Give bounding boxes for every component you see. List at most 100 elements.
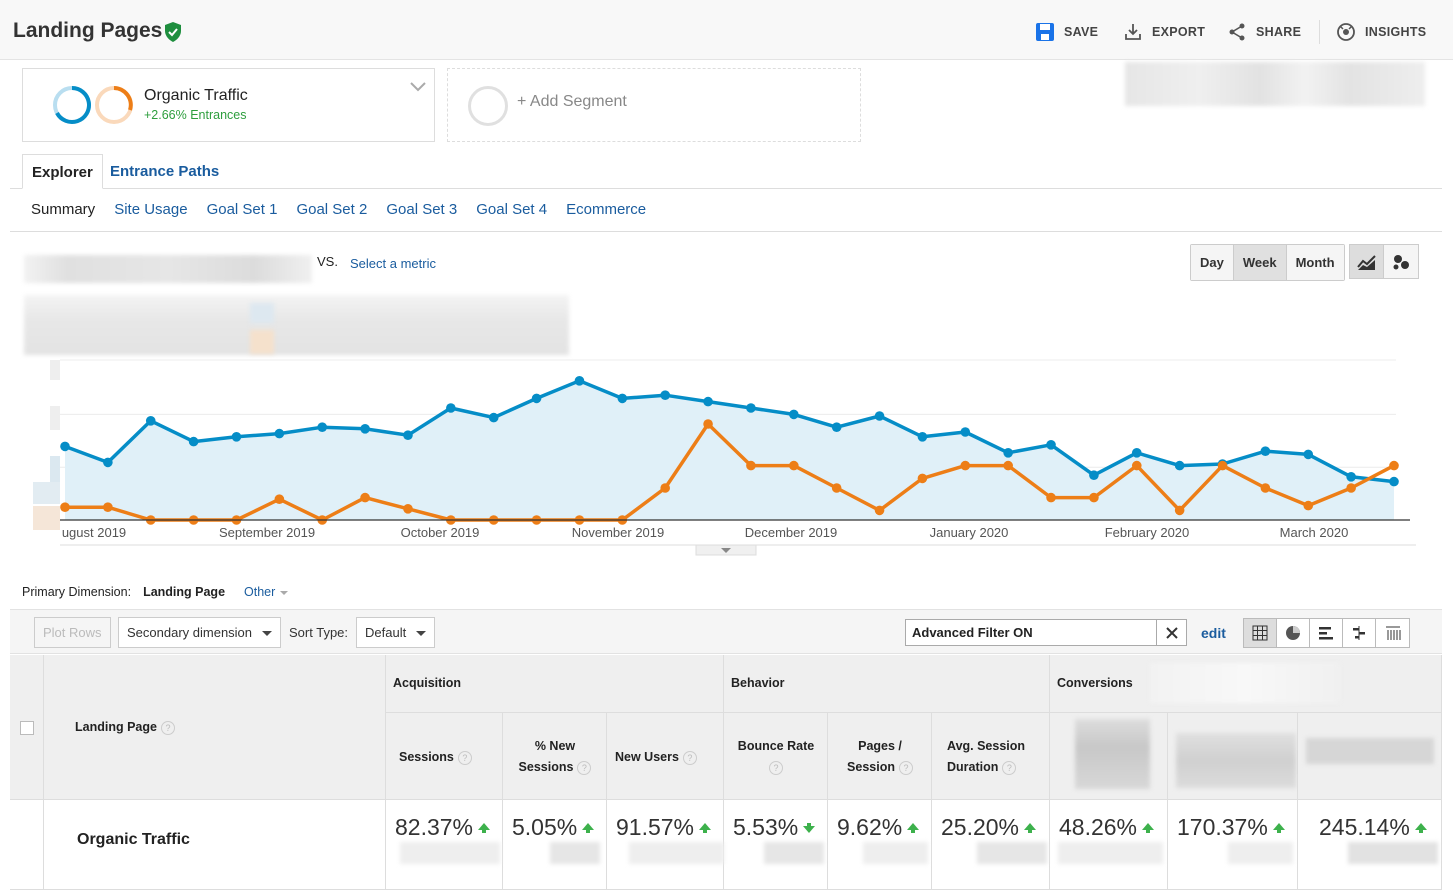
- edit-filter-link[interactable]: edit: [1201, 625, 1226, 641]
- redacted-new-sessions-sub: [550, 842, 600, 864]
- insights-button[interactable]: INSIGHTS: [1336, 21, 1426, 43]
- bounce-rate-header[interactable]: Bounce Rate?: [724, 713, 828, 800]
- primary-dimension-value[interactable]: Landing Page: [143, 585, 226, 599]
- plot-rows-button[interactable]: Plot Rows: [34, 617, 111, 648]
- period-week-button[interactable]: Week: [1233, 245, 1287, 280]
- pages-session-value-text: 9.62%: [837, 814, 903, 840]
- tab-entrance-paths[interactable]: Entrance Paths: [110, 163, 220, 180]
- series-1-point-31: [1389, 476, 1399, 487]
- select-metric-link[interactable]: Select a metric: [350, 256, 436, 271]
- secondary-dimension-dropdown[interactable]: Secondary dimension: [118, 617, 282, 648]
- line-chart-button[interactable]: [1350, 245, 1384, 278]
- save-button[interactable]: SAVE: [1035, 21, 1098, 43]
- behavior-group-header: Behavior: [724, 655, 1050, 713]
- subtab-goal-set-2[interactable]: Goal Set 2: [296, 201, 368, 218]
- x-tick-label-0: ugust 2019: [62, 525, 126, 540]
- new-sessions-value-text: 5.05%: [512, 814, 578, 840]
- subtab-summary[interactable]: Summary: [31, 201, 96, 218]
- help-icon[interactable]: ?: [769, 760, 783, 775]
- vs-label: VS.: [317, 254, 338, 269]
- share-icon: [1229, 23, 1245, 41]
- series-2-point-8: [403, 504, 413, 514]
- help-icon[interactable]: ?: [160, 720, 175, 735]
- segment-ring-blue-icon: [53, 86, 91, 124]
- series-1-point-29: [1303, 449, 1314, 460]
- help-icon[interactable]: ?: [682, 750, 697, 765]
- goal-metric-header-2[interactable]: [1168, 713, 1298, 800]
- table-view-toggle: [1243, 618, 1410, 648]
- new-sessions-header[interactable]: % New Sessions?: [503, 713, 607, 800]
- new-users-value: 91.57%: [616, 814, 712, 841]
- download-icon: [1125, 24, 1141, 40]
- series-1-point-12: [574, 376, 585, 386]
- subtab-goal-set-1[interactable]: Goal Set 1: [206, 201, 278, 218]
- landing-page-header-text: Landing Page: [75, 720, 157, 734]
- pages-session-cell: 9.62%: [828, 800, 932, 890]
- avg-duration-cell: 25.20%: [932, 800, 1050, 890]
- segment-organic-traffic[interactable]: Organic Traffic +2.66% Entrances: [22, 68, 435, 142]
- goal-metric-header-1[interactable]: [1050, 713, 1168, 800]
- series-1-point-13: [617, 393, 628, 404]
- series-1-point-22: [1003, 448, 1013, 458]
- x-tick-label-5: January 2020: [930, 525, 1009, 540]
- save-icon: [1036, 23, 1054, 41]
- other-label: Other: [244, 585, 276, 599]
- x-tick-label-6: February 2020: [1105, 525, 1190, 540]
- subtab-goal-set-3[interactable]: Goal Set 3: [386, 201, 458, 218]
- series-1-point-14: [660, 390, 670, 400]
- chevron-down-icon[interactable]: [410, 81, 426, 93]
- advanced-filter-input[interactable]: Advanced Filter ON: [905, 619, 1187, 646]
- clear-filter-button[interactable]: [1156, 620, 1186, 645]
- select-all-checkbox[interactable]: [20, 721, 34, 735]
- series-1-point-8: [403, 430, 413, 440]
- view-comparison-button[interactable]: [1343, 619, 1376, 647]
- series-1-line: [64, 379, 1395, 484]
- export-button[interactable]: EXPORT: [1123, 21, 1205, 43]
- series-1-point-18: [831, 422, 842, 432]
- tab-explorer[interactable]: Explorer: [22, 154, 103, 189]
- sort-type-dropdown[interactable]: Default: [356, 617, 436, 648]
- redacted-legend-swatch-blue: [250, 303, 274, 323]
- motion-chart-button[interactable]: [1384, 245, 1418, 278]
- new-sessions-line-1: % New: [534, 739, 576, 753]
- add-segment-button[interactable]: + Add Segment: [447, 68, 861, 142]
- period-day-button[interactable]: Day: [1191, 245, 1234, 280]
- sessions-value: 82.37%: [395, 814, 491, 841]
- x-tick-label-2: October 2019: [401, 525, 480, 540]
- view-performance-button[interactable]: [1310, 619, 1343, 647]
- view-pie-button[interactable]: [1277, 619, 1310, 647]
- landing-page-header[interactable]: Landing Page?: [44, 655, 386, 800]
- help-icon[interactable]: ?: [457, 750, 472, 765]
- avg-session-duration-header[interactable]: Avg. Session Duration?: [932, 713, 1050, 800]
- series-1-point-6: [317, 422, 328, 432]
- sessions-header-text: Sessions: [399, 750, 454, 764]
- bounce-rate-cell: 5.53%: [724, 800, 828, 890]
- share-button[interactable]: SHARE: [1227, 21, 1301, 43]
- primary-dimension-other[interactable]: Other: [244, 585, 289, 599]
- view-data-button[interactable]: [1244, 619, 1277, 647]
- row-label-cell: Organic Traffic: [44, 800, 386, 890]
- series-2-line: [65, 422, 1395, 522]
- new-users-header[interactable]: New Users?: [607, 713, 724, 800]
- period-month-button[interactable]: Month: [1286, 245, 1344, 280]
- row-label: Organic Traffic: [77, 831, 190, 848]
- subtab-ecommerce[interactable]: Ecommerce: [566, 201, 647, 218]
- share-label: SHARE: [1256, 25, 1302, 39]
- line-chart: ugust 2019 September 2019 October 2019 Nove…: [33, 359, 1416, 556]
- behavior-label: Behavior: [731, 676, 785, 690]
- chart-collapse-handle[interactable]: [695, 544, 757, 556]
- subtab-goal-set-4[interactable]: Goal Set 4: [476, 201, 548, 218]
- help-icon[interactable]: ?: [1002, 760, 1017, 775]
- pages-session-line-2: Session?: [828, 757, 932, 778]
- subtab-site-usage[interactable]: Site Usage: [114, 201, 188, 218]
- goal-metric-header-3[interactable]: [1298, 713, 1442, 800]
- help-icon[interactable]: ?: [898, 760, 913, 775]
- series-1-point-23: [1046, 440, 1056, 450]
- sessions-header[interactable]: Sessions?: [386, 713, 503, 800]
- series-1-point-1: [103, 457, 113, 468]
- goal-1-value-text: 48.26%: [1059, 814, 1138, 840]
- view-pivot-button[interactable]: [1376, 619, 1409, 647]
- help-icon[interactable]: ?: [577, 760, 592, 775]
- chart-type-toggle: [1349, 244, 1419, 279]
- pages-session-header[interactable]: Pages / Session?: [828, 713, 932, 800]
